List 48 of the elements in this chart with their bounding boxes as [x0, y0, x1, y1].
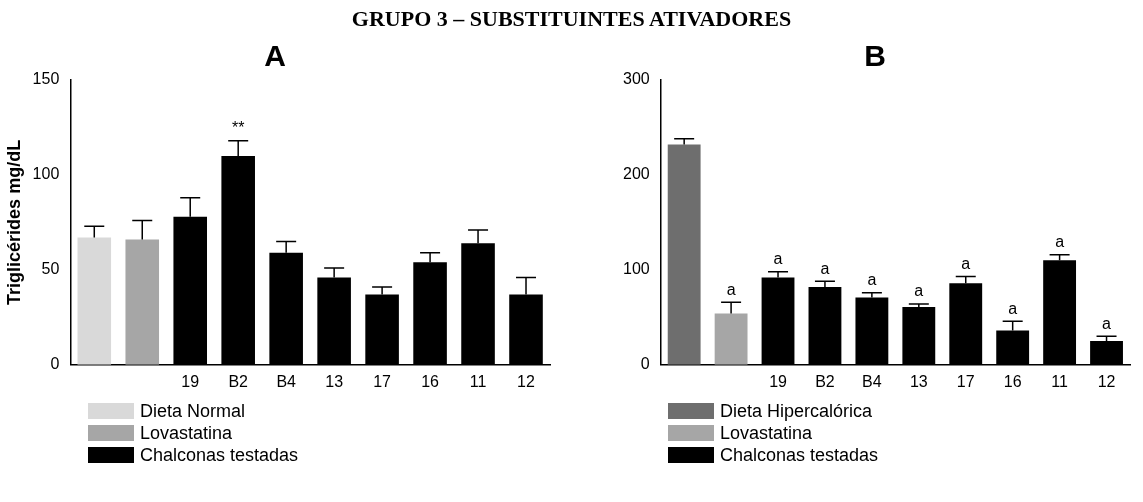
x-tick-label: 16	[421, 372, 440, 390]
legend-label: Lovastatina	[140, 422, 233, 444]
data-label: a	[726, 280, 736, 298]
data-label: a	[1102, 314, 1112, 332]
data-label: a	[1008, 299, 1018, 317]
y-tick-label: 300	[622, 70, 650, 88]
legend-label: Chalconas testadas	[140, 444, 299, 466]
data-label: **	[231, 119, 245, 137]
legend-label: Dieta Hipercalórica	[720, 400, 873, 422]
x-tick-label: 17	[956, 372, 975, 390]
chart-title: B	[864, 39, 886, 73]
y-tick-label: 50	[41, 260, 60, 278]
x-tick-label: 12	[517, 372, 536, 390]
data-label: a	[867, 271, 877, 289]
legend-label: Dieta Normal	[140, 400, 246, 422]
legend-label: Chalconas testadas	[720, 444, 879, 466]
x-tick-label: 11	[469, 372, 487, 390]
x-tick-label: 19	[181, 372, 200, 390]
x-tick-label: 19	[769, 372, 788, 390]
bar	[77, 237, 112, 365]
data-label: a	[773, 250, 783, 268]
data-label: a	[820, 259, 830, 277]
y-axis-title: Triglicérides mg/dL	[3, 139, 24, 305]
x-tick-label: 12	[1097, 372, 1116, 390]
y-tick-label: 0	[640, 355, 650, 373]
bar	[714, 313, 748, 365]
chart-title: A	[264, 39, 286, 73]
x-tick-label: 13	[909, 372, 928, 390]
x-tick-label: 11	[1051, 372, 1069, 390]
x-tick-label: B4	[276, 372, 297, 390]
x-tick-label: B4	[862, 372, 882, 390]
x-tick-label: B2	[815, 372, 835, 390]
y-tick-label: 100	[32, 165, 60, 183]
data-label: a	[914, 282, 924, 300]
bar	[667, 144, 701, 365]
y-tick-label: 150	[32, 70, 60, 88]
y-tick-label: 0	[50, 355, 60, 373]
y-tick-label: 100	[622, 260, 650, 278]
x-tick-label: 13	[325, 372, 344, 390]
text: GRUPO 3 – SUBSTITUINTES ATIVADORES	[350, 6, 793, 32]
data-label: a	[1055, 233, 1065, 251]
data-label: a	[961, 254, 971, 272]
bar	[125, 239, 160, 365]
legend-label: Lovastatina	[720, 422, 813, 444]
x-tick-label: 17	[373, 372, 392, 390]
x-tick-label: B2	[228, 372, 249, 390]
x-tick-label: 16	[1003, 372, 1022, 390]
y-tick-label: 200	[622, 165, 650, 183]
